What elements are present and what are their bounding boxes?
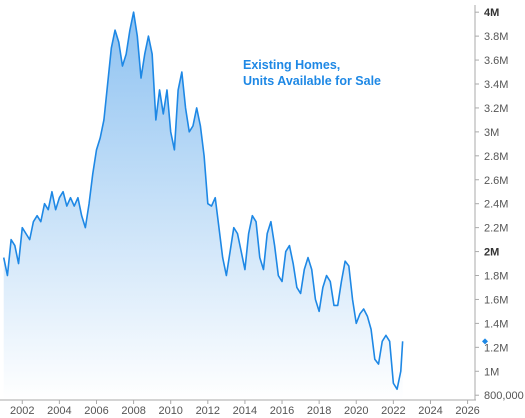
x-tick-label: 2016 bbox=[270, 405, 294, 417]
y-tick-label: 3.8M bbox=[484, 31, 508, 43]
x-tick-label: 2008 bbox=[121, 405, 145, 417]
y-tick-label: 2M bbox=[484, 247, 499, 259]
series-line bbox=[2, 11, 404, 391]
x-tick-label: 2012 bbox=[196, 405, 220, 417]
y-tick-label: 3.6M bbox=[484, 55, 508, 67]
y-tick-label: 2.4M bbox=[484, 199, 508, 211]
y-tick-label: 2.2M bbox=[484, 223, 508, 235]
y-tick-label: 3M bbox=[484, 127, 499, 139]
x-tick-label: 2018 bbox=[307, 405, 331, 417]
y-tick-label: 1.2M bbox=[484, 342, 508, 354]
x-tick-label: 2022 bbox=[381, 405, 405, 417]
x-tick-label: 2020 bbox=[344, 405, 368, 417]
annotation-line-1: Existing Homes, bbox=[243, 58, 340, 72]
y-tick-label: 2.6M bbox=[484, 175, 508, 187]
y-axis-ticks: 800,000 1M 1.2M 1.4M 1.6M 1.8M 2M 2.2M 2.4M 2.6M 2… bbox=[475, 7, 524, 402]
y-tick-label: 800,000 bbox=[484, 390, 524, 402]
y-tick-label: 2.8M bbox=[484, 151, 508, 163]
y-tick-label: 1.8M bbox=[484, 271, 508, 283]
x-tick-label: 2014 bbox=[233, 405, 257, 417]
y-tick-label: 3.4M bbox=[484, 79, 508, 91]
x-tick-label: 2010 bbox=[158, 405, 182, 417]
y-tick-label: 3.2M bbox=[484, 103, 508, 115]
x-tick-label: 2026 bbox=[455, 405, 479, 417]
x-axis-ticks: 2002 2004 2006 2008 2010 2012 2014 2016 2018 2020… bbox=[10, 400, 480, 417]
x-tick-label: 2002 bbox=[10, 405, 34, 417]
y-tick-label: 1M bbox=[484, 366, 499, 378]
x-tick-label: 2006 bbox=[84, 405, 108, 417]
y-tick-label: 1.4M bbox=[484, 318, 508, 330]
x-tick-label: 2004 bbox=[47, 405, 71, 417]
annotation-line-2: Units Available for Sale bbox=[243, 74, 381, 88]
y-tick-label: 1.6M bbox=[484, 294, 508, 306]
y-tick-label: 4M bbox=[484, 7, 499, 19]
series-area-fill bbox=[3, 12, 403, 401]
x-tick-label: 2024 bbox=[418, 405, 442, 417]
last-value-marker bbox=[482, 338, 488, 345]
plot-area bbox=[2, 11, 404, 401]
